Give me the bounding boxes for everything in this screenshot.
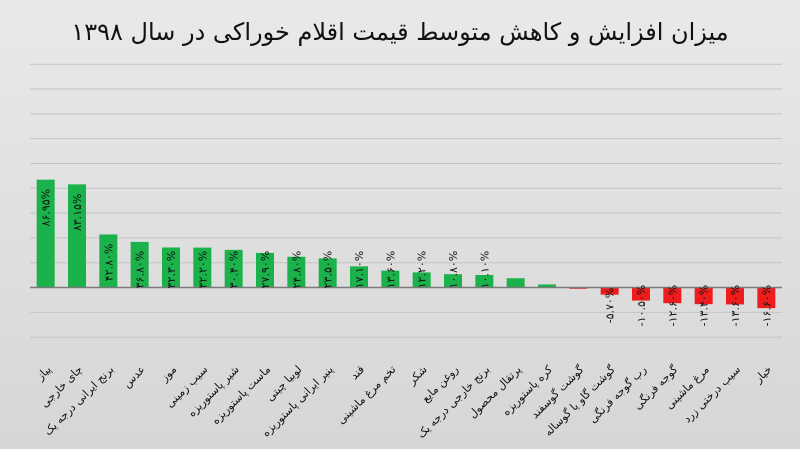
category-label: پیاز [33, 363, 54, 384]
bar [130, 241, 149, 288]
bar [287, 256, 306, 288]
bar [538, 284, 556, 288]
data-label: -۱۰.۵۰% [635, 285, 648, 327]
bar [663, 287, 682, 304]
data-label: ۳۲.۳۰% [165, 251, 178, 289]
bar [256, 252, 274, 288]
bar [694, 287, 713, 305]
data-label: ۲۳.۵۰% [322, 251, 335, 289]
chart-title: میزان افزایش و کاهش متوسط قیمت اقلام خور… [71, 18, 729, 46]
data-label: -۱۶.۶۰% [760, 285, 773, 327]
bar [412, 272, 431, 288]
bar [99, 234, 118, 288]
bar [162, 247, 180, 288]
data-label: ۸۶.۹۵% [40, 189, 53, 227]
data-label: -۱۲.۶۰% [666, 285, 679, 327]
data-label: ۱۰.۱۰% [478, 251, 491, 289]
data-label: -۵.۷۰% [604, 288, 617, 324]
data-label: ۳۶.۸۰% [134, 251, 147, 289]
bar [506, 278, 525, 288]
bar [475, 275, 494, 288]
data-label: ۳۰.۴۰% [228, 251, 241, 289]
bar [381, 270, 400, 288]
data-label: -۱۳.۶۰% [729, 285, 742, 327]
category-label: شکر [405, 363, 430, 388]
bar [224, 249, 243, 288]
category-label: خیار [751, 363, 774, 386]
data-label: ۲۷.۹۰% [259, 251, 272, 289]
bar [68, 184, 86, 288]
bar [193, 247, 212, 288]
category-label: قند [348, 363, 367, 382]
data-label: ۱۷.۱۰% [353, 251, 366, 289]
bar [318, 258, 337, 288]
bar [36, 179, 55, 288]
bar [350, 266, 368, 288]
bar [444, 274, 462, 288]
category-label: سیب درختی زرد [681, 363, 743, 425]
data-label: ۸۳.۱۵% [71, 194, 84, 232]
data-label: -۱۳.۴۰% [698, 285, 711, 327]
data-label: ۱۰.۸۰% [447, 251, 460, 289]
data-label: ۱۳.۶۰% [384, 251, 397, 289]
data-label: ۳۲.۲۰% [196, 251, 209, 289]
bar [726, 287, 744, 305]
bar [632, 287, 650, 301]
category-label: عدس [120, 363, 147, 390]
data-label: ۱۲.۲۰% [416, 251, 429, 289]
data-label: ۴۲.۸۰% [102, 244, 115, 282]
data-label: ۲۴.۸۰% [290, 251, 303, 289]
bar [600, 287, 619, 295]
category-label: موز [157, 363, 179, 385]
bar [757, 287, 776, 309]
